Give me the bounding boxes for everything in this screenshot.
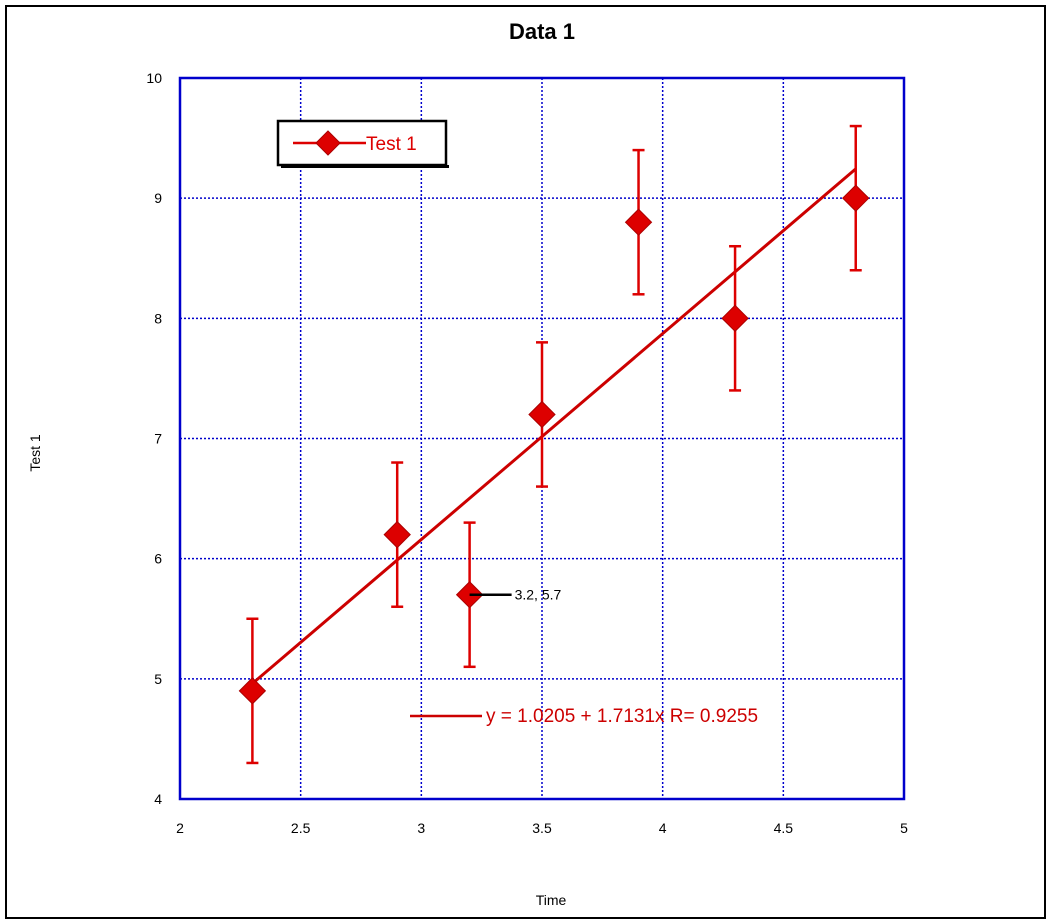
legend-marker — [315, 130, 341, 156]
y-tick-label: 4 — [154, 791, 162, 807]
fit-line-group: y = 1.0205 + 1.7131x R= 0.9255 — [251, 167, 857, 727]
grid-lines — [180, 78, 904, 799]
y-tick-label: 7 — [154, 431, 162, 447]
x-tick-label: 3.5 — [532, 820, 552, 836]
plot-area — [178, 76, 906, 801]
x-tick-label: 2 — [176, 820, 184, 836]
data-points — [238, 184, 870, 705]
y-tick-label: 5 — [154, 671, 162, 687]
tick-labels: 2 2.5 3 3.5 4 4.5 5 4 5 6 7 8 9 10 — [146, 70, 908, 836]
chart-frame: Data 1 Time Test 1 2 2.5 3 3.5 4 4.5 5 4 5 6 7 8 9 10… — [5, 5, 1046, 919]
annotation-group: 3.2, 5.7 — [469, 587, 562, 603]
x-tick-label: 2.5 — [291, 820, 311, 836]
y-tick-label: 6 — [154, 551, 162, 567]
data-point — [238, 677, 267, 705]
scatter-chart: Data 1 Time Test 1 2 2.5 3 3.5 4 4.5 5 4 5 6 7 8 9 10… — [27, 19, 908, 908]
legend: Test 1 — [276, 119, 449, 168]
x-tick-label: 5 — [900, 820, 908, 836]
data-point — [528, 400, 556, 429]
data-point — [624, 208, 653, 236]
y-tick-label: 10 — [146, 70, 162, 86]
annotation-label: 3.2, 5.7 — [515, 587, 562, 603]
fit-equation: y = 1.0205 + 1.7131x R= 0.9255 — [486, 706, 758, 727]
error-bars — [246, 124, 862, 765]
fit-line — [251, 167, 857, 685]
chart-title: Data 1 — [509, 19, 575, 44]
x-tick-label: 4.5 — [774, 820, 794, 836]
y-tick-label: 9 — [154, 190, 162, 206]
x-tick-label: 3 — [417, 820, 425, 836]
legend-label: Test 1 — [366, 134, 417, 155]
data-point — [383, 520, 411, 549]
data-point — [842, 184, 870, 212]
data-point — [721, 304, 749, 333]
y-tick-label: 8 — [154, 310, 162, 326]
x-tick-label: 4 — [659, 820, 667, 836]
x-axis-label: Time — [536, 892, 567, 908]
legend-shadow — [281, 165, 449, 168]
y-axis-label: Test 1 — [27, 434, 43, 472]
